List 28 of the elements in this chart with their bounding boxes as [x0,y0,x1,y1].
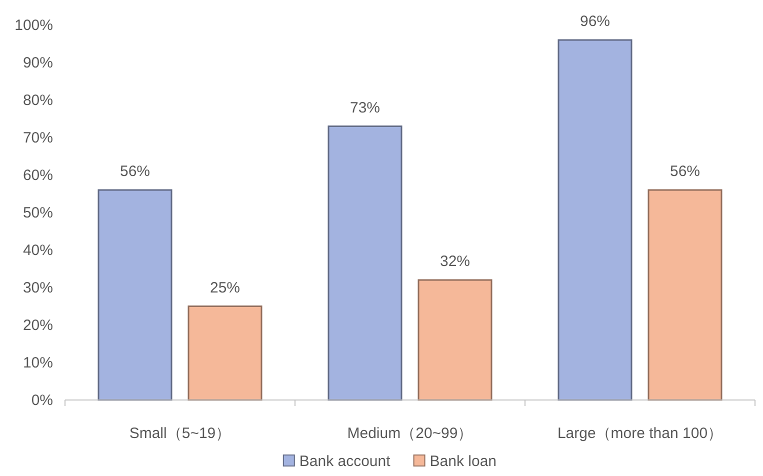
x-tick-label: Small（5~19） [129,425,231,442]
bar [418,279,492,401]
y-tick-label: 60% [22,167,53,184]
legend-label: Bank loan [430,453,497,470]
data-label: 96% [580,13,610,30]
x-tick-label: Large（more than 100） [557,425,723,442]
bar [188,306,262,401]
bar [558,39,632,401]
y-tick-label: 20% [22,317,53,334]
data-label: 73% [350,99,380,116]
y-tick-label: 30% [22,280,53,296]
data-label: 25% [210,279,240,296]
data-label: 56% [670,163,700,180]
y-tick-label: 10% [22,354,53,372]
y-tick-label: 90% [22,54,53,72]
bar [328,126,402,401]
x-tick-label: Medium（20~99） [347,425,473,442]
y-tick-label: 80% [22,92,53,109]
legend-label: Bank account [299,453,392,470]
y-tick-label: 100% [14,17,53,34]
bar [648,189,722,401]
y-tick-label: 50% [22,204,53,222]
data-label: 32% [440,253,470,270]
bar [98,189,172,401]
y-tick-label: 40% [22,242,53,259]
y-tick-label: 70% [22,130,53,146]
y-tick-label: 0% [31,392,53,409]
data-label: 56% [120,163,150,180]
